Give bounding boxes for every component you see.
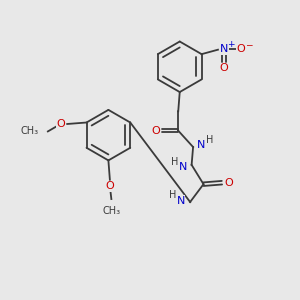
- Text: O: O: [236, 44, 245, 54]
- Text: O: O: [224, 178, 233, 188]
- Text: CH₃: CH₃: [102, 206, 120, 216]
- Text: O: O: [106, 181, 114, 191]
- Text: N: N: [176, 196, 185, 206]
- Text: N: N: [220, 44, 228, 54]
- Text: O: O: [151, 126, 160, 136]
- Text: H: H: [169, 190, 177, 200]
- Text: N: N: [179, 162, 188, 172]
- Text: CH₃: CH₃: [21, 126, 39, 136]
- Text: N: N: [197, 140, 206, 150]
- Text: O: O: [220, 63, 228, 73]
- Text: +: +: [227, 40, 235, 49]
- Text: O: O: [56, 119, 65, 129]
- Text: −: −: [245, 40, 252, 49]
- Text: H: H: [171, 157, 178, 167]
- Text: H: H: [206, 136, 213, 146]
